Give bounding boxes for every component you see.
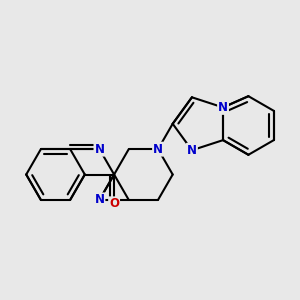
- Text: N: N: [187, 144, 197, 157]
- Text: O: O: [109, 197, 119, 210]
- Text: N: N: [94, 142, 104, 156]
- Text: N: N: [218, 101, 228, 114]
- Text: N: N: [94, 194, 104, 206]
- Text: N: N: [153, 142, 163, 156]
